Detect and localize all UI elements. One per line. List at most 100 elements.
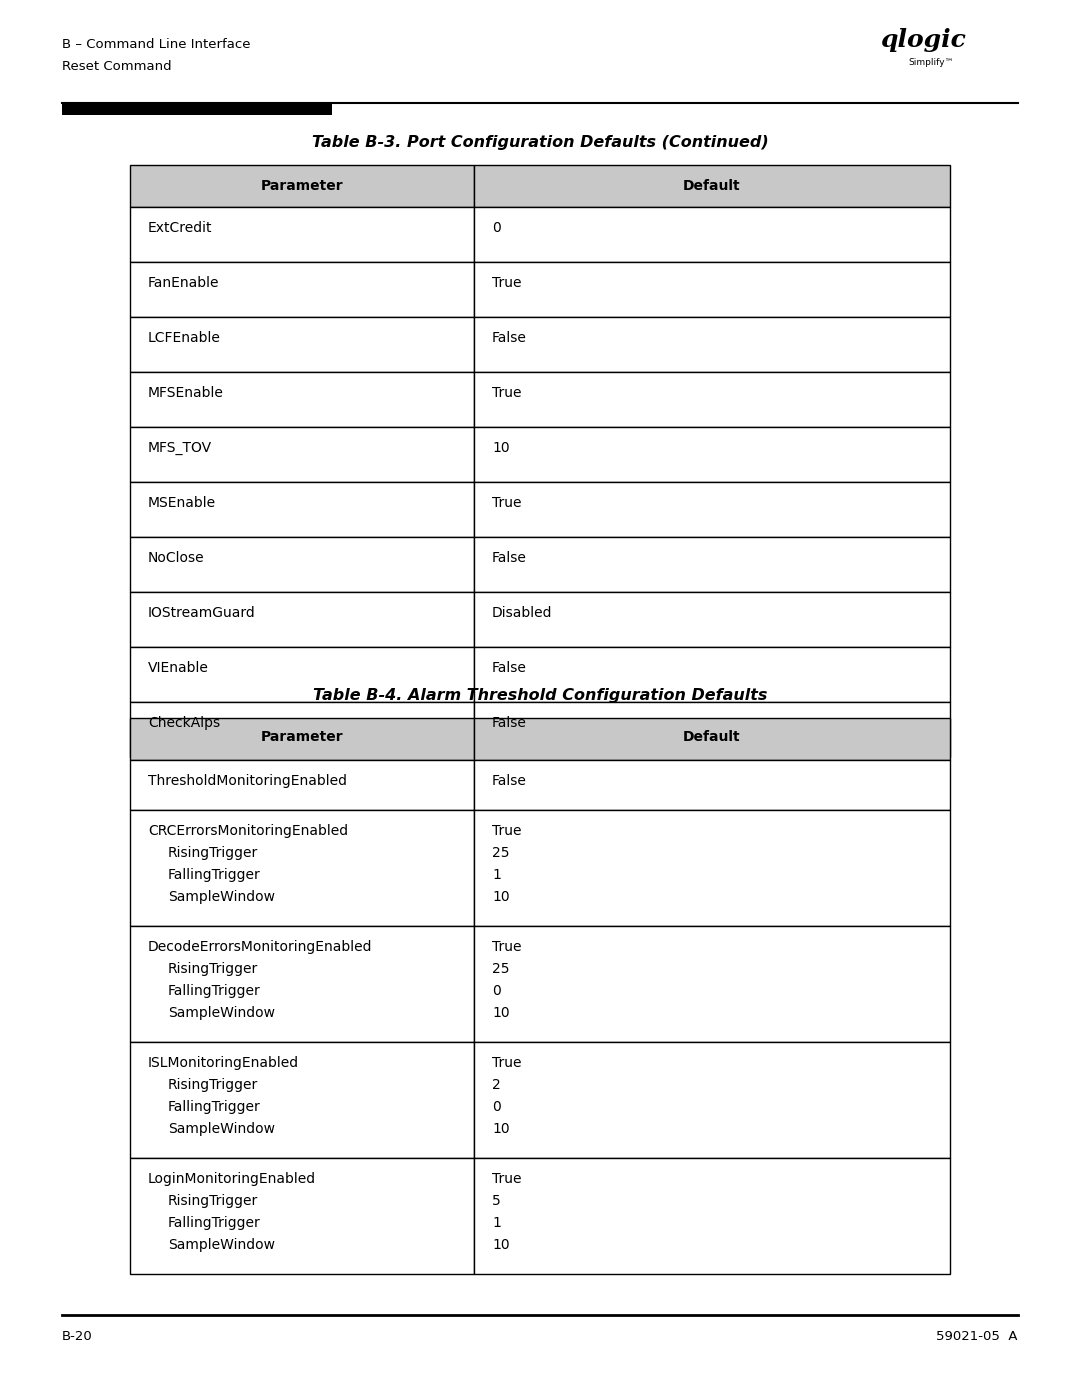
Text: CRCErrorsMonitoringEnabled: CRCErrorsMonitoringEnabled — [148, 824, 348, 838]
Bar — [130, 1042, 474, 1158]
Text: False: False — [492, 661, 527, 675]
Bar — [130, 592, 474, 647]
Text: 10: 10 — [492, 1238, 510, 1252]
Bar — [474, 482, 950, 536]
Text: True: True — [492, 1056, 522, 1070]
Bar — [130, 427, 474, 482]
Text: CheckAlps: CheckAlps — [148, 717, 220, 731]
Text: 25: 25 — [492, 847, 510, 861]
Text: FanEnable: FanEnable — [148, 277, 219, 291]
Bar — [62, 103, 332, 115]
Bar — [130, 372, 474, 427]
Bar — [474, 592, 950, 647]
Text: SampleWindow: SampleWindow — [168, 890, 275, 904]
Text: 0: 0 — [492, 221, 501, 235]
Bar — [474, 703, 950, 757]
Bar — [474, 317, 950, 372]
Bar — [130, 810, 474, 926]
Text: IOStreamGuard: IOStreamGuard — [148, 606, 256, 620]
Text: 10: 10 — [492, 441, 510, 455]
Bar — [130, 1158, 474, 1274]
Bar — [474, 207, 950, 263]
Text: Default: Default — [684, 731, 741, 745]
Text: Default: Default — [684, 179, 741, 193]
Text: True: True — [492, 1172, 522, 1186]
Bar — [474, 427, 950, 482]
Text: Reset Command: Reset Command — [62, 60, 172, 73]
Text: False: False — [492, 717, 527, 731]
Text: False: False — [492, 774, 527, 788]
Text: RisingTrigger: RisingTrigger — [168, 1078, 258, 1092]
Text: MFS_TOV: MFS_TOV — [148, 441, 212, 455]
Text: MSEnable: MSEnable — [148, 496, 216, 510]
Bar — [130, 703, 474, 757]
Text: SampleWindow: SampleWindow — [168, 1238, 275, 1252]
Text: MFSEnable: MFSEnable — [148, 386, 224, 400]
Bar — [474, 718, 950, 760]
Text: FallingTrigger: FallingTrigger — [168, 983, 260, 997]
Text: B-20: B-20 — [62, 1330, 93, 1343]
Text: True: True — [492, 940, 522, 954]
Text: 10: 10 — [492, 1006, 510, 1020]
Text: True: True — [492, 824, 522, 838]
Text: 59021-05  A: 59021-05 A — [936, 1330, 1018, 1343]
Text: ExtCredit: ExtCredit — [148, 221, 213, 235]
Text: Table B-4. Alarm Threshold Configuration Defaults: Table B-4. Alarm Threshold Configuration… — [313, 687, 767, 703]
Bar — [474, 165, 950, 207]
Bar — [130, 718, 474, 760]
Bar — [130, 165, 474, 207]
Text: True: True — [492, 277, 522, 291]
Bar — [474, 1042, 950, 1158]
Bar — [474, 263, 950, 317]
Text: B – Command Line Interface: B – Command Line Interface — [62, 38, 251, 52]
Text: RisingTrigger: RisingTrigger — [168, 847, 258, 861]
Bar — [130, 207, 474, 263]
Text: True: True — [492, 496, 522, 510]
Bar — [474, 1158, 950, 1274]
Text: VIEnable: VIEnable — [148, 661, 208, 675]
Text: 1: 1 — [492, 868, 501, 882]
Text: 25: 25 — [492, 963, 510, 977]
Bar — [474, 926, 950, 1042]
Text: qlogic: qlogic — [880, 28, 966, 52]
Text: Parameter: Parameter — [260, 179, 343, 193]
Text: FallingTrigger: FallingTrigger — [168, 1099, 260, 1113]
Text: Table B-3. Port Configuration Defaults (Continued): Table B-3. Port Configuration Defaults (… — [312, 136, 768, 149]
Bar — [130, 926, 474, 1042]
Text: FallingTrigger: FallingTrigger — [168, 1215, 260, 1229]
Bar — [130, 482, 474, 536]
Text: 10: 10 — [492, 1122, 510, 1136]
Text: True: True — [492, 386, 522, 400]
Bar — [474, 536, 950, 592]
Text: 5: 5 — [492, 1194, 501, 1208]
Text: False: False — [492, 550, 527, 564]
Text: Simplify™: Simplify™ — [908, 59, 954, 67]
Bar — [474, 810, 950, 926]
Text: RisingTrigger: RisingTrigger — [168, 1194, 258, 1208]
Bar — [130, 760, 474, 810]
Text: 1: 1 — [492, 1215, 501, 1229]
Text: Disabled: Disabled — [492, 606, 553, 620]
Bar — [474, 372, 950, 427]
Text: False: False — [492, 331, 527, 345]
Text: RisingTrigger: RisingTrigger — [168, 963, 258, 977]
Text: LoginMonitoringEnabled: LoginMonitoringEnabled — [148, 1172, 316, 1186]
Text: 0: 0 — [492, 983, 501, 997]
Text: LCFEnable: LCFEnable — [148, 331, 221, 345]
Text: SampleWindow: SampleWindow — [168, 1006, 275, 1020]
Bar — [474, 647, 950, 703]
Text: DecodeErrorsMonitoringEnabled: DecodeErrorsMonitoringEnabled — [148, 940, 373, 954]
Bar — [130, 647, 474, 703]
Text: Parameter: Parameter — [260, 731, 343, 745]
Bar — [130, 263, 474, 317]
Bar — [130, 317, 474, 372]
Text: 2: 2 — [492, 1078, 501, 1092]
Text: 0: 0 — [492, 1099, 501, 1113]
Text: FallingTrigger: FallingTrigger — [168, 868, 260, 882]
Text: 10: 10 — [492, 890, 510, 904]
Text: ThresholdMonitoringEnabled: ThresholdMonitoringEnabled — [148, 774, 347, 788]
Text: SampleWindow: SampleWindow — [168, 1122, 275, 1136]
Bar — [474, 760, 950, 810]
Bar — [130, 536, 474, 592]
Text: ISLMonitoringEnabled: ISLMonitoringEnabled — [148, 1056, 299, 1070]
